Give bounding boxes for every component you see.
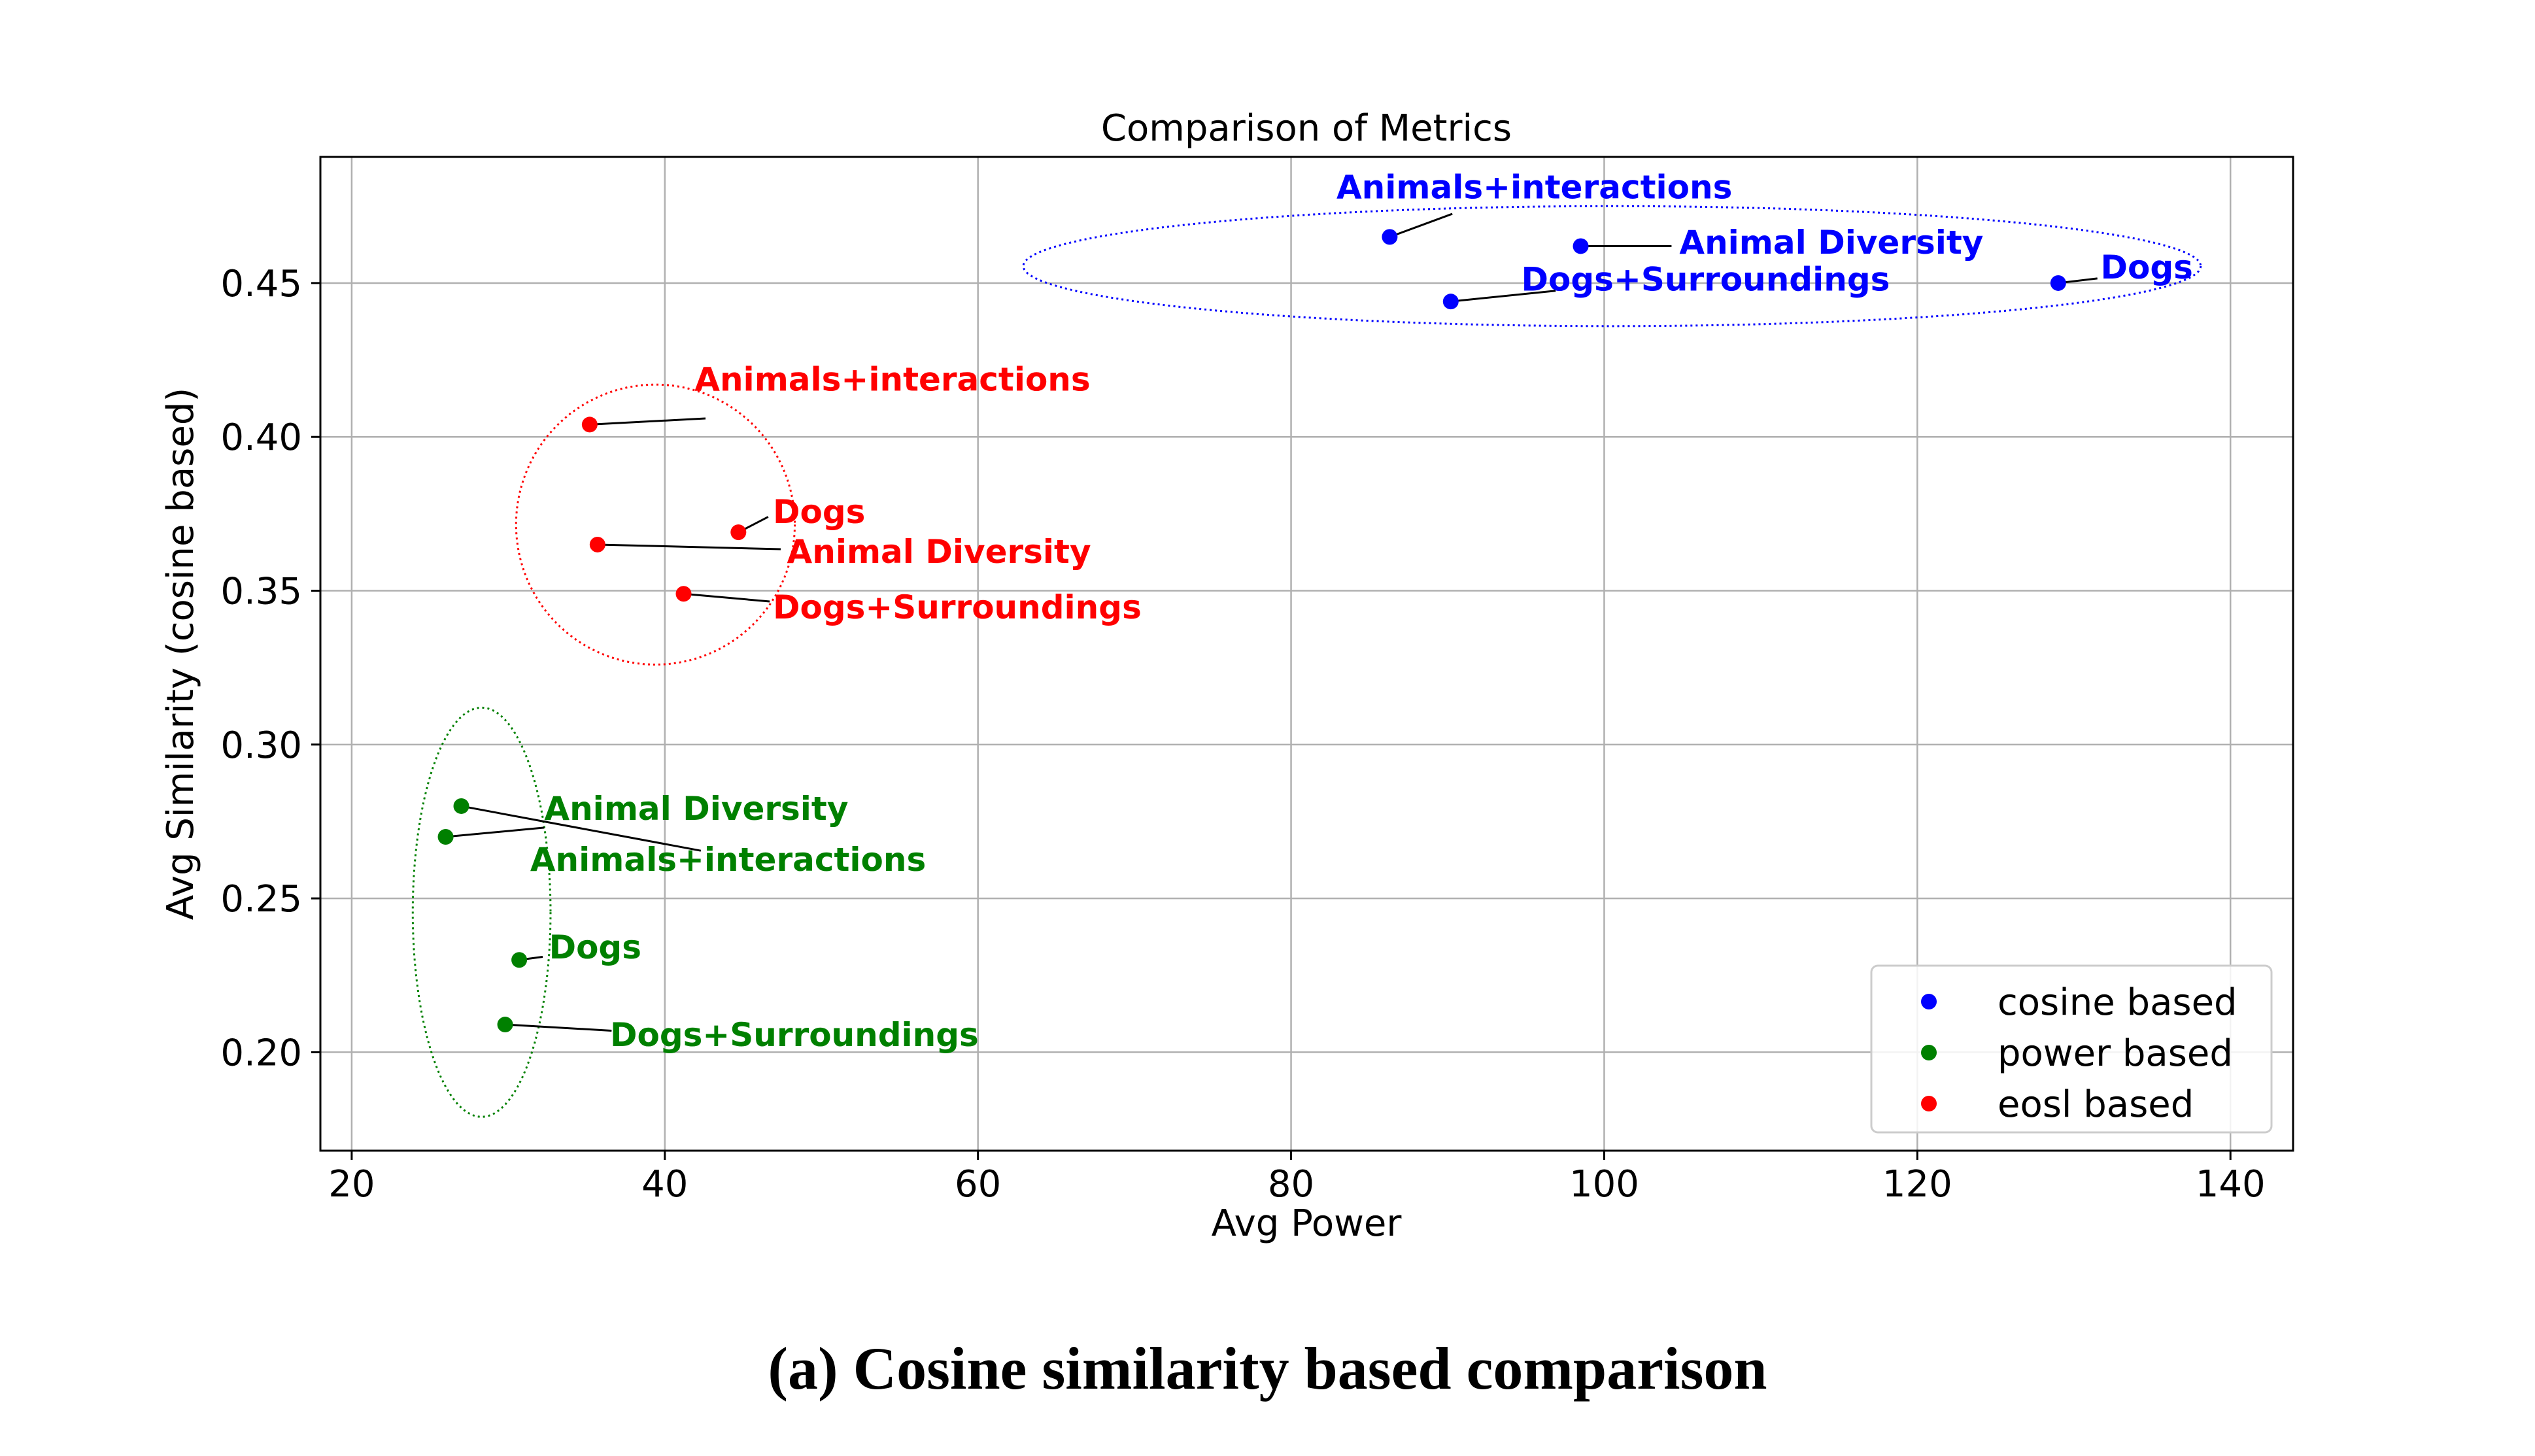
cluster-ellipse — [1022, 205, 2202, 328]
annotation-leader — [1450, 290, 1556, 303]
point-label: Animals+interactions — [694, 361, 1090, 399]
axis-ticks: 20 40 60 80 100 120 140 0.20 0.25 0.30 0.35 0.40 0.4… — [220, 263, 2265, 1206]
point-label: Animals+interactions — [530, 841, 926, 879]
data-point — [1573, 238, 1589, 254]
cluster-ellipse — [411, 706, 552, 1118]
point-label: Animal Diversity — [1679, 224, 1983, 262]
y-tick-label: 0.40 — [220, 416, 302, 459]
annotation-leader — [683, 592, 770, 603]
x-tick-label: 140 — [2196, 1163, 2266, 1206]
y-axis-label: Avg Similarity (cosine based) — [160, 388, 202, 920]
data-point — [589, 536, 605, 552]
data-point — [1442, 294, 1459, 310]
legend-entry-label: cosine based — [1998, 981, 2237, 1024]
x-tick-label: 80 — [1268, 1163, 1314, 1206]
cluster-ellipse — [515, 383, 796, 666]
data-point — [437, 829, 454, 845]
point-label: Animal Diversity — [787, 533, 1091, 571]
figure-caption: (a) Cosine similarity based comparison — [768, 1335, 1767, 1402]
legend-entry-label: power based — [1998, 1032, 2233, 1075]
y-tick-label: 0.45 — [220, 263, 302, 305]
data-point — [675, 586, 692, 602]
legend-entry-label: eosl based — [1998, 1083, 2194, 1126]
cluster-ellipses — [411, 205, 2202, 1118]
point-label: Animal Diversity — [544, 790, 848, 828]
legend: cosine based power based eosl based — [1870, 964, 2273, 1134]
y-tick-label: 0.20 — [220, 1032, 302, 1074]
annotation-leader — [445, 826, 545, 838]
plot-frame — [319, 156, 2294, 1152]
point-label: Dogs+Surroundings — [610, 1016, 979, 1054]
annotation-leader — [505, 1023, 612, 1032]
x-tick-label: 40 — [641, 1163, 688, 1206]
legend-marker — [1921, 1045, 1937, 1060]
point-label: Dogs+Surroundings — [1522, 261, 1890, 299]
data-points — [437, 229, 2066, 1033]
point-label: Dogs — [549, 928, 641, 966]
annotation-leader — [597, 543, 781, 550]
legend-marker — [1921, 994, 1937, 1009]
x-tick-label: 60 — [955, 1163, 1001, 1206]
data-point — [1382, 229, 1398, 245]
annotation-leader — [589, 417, 706, 426]
data-point — [511, 952, 528, 968]
point-label: Dogs+Surroundings — [773, 588, 1142, 626]
x-tick-label: 120 — [1882, 1163, 1952, 1206]
point-label: Dogs — [2100, 248, 2192, 286]
annotation-leader — [461, 805, 702, 852]
data-point — [453, 798, 469, 814]
data-point — [581, 416, 598, 433]
x-axis-label: Avg Power — [1212, 1202, 1403, 1245]
chart-title: Comparison of Metrics — [1101, 107, 1512, 150]
data-point — [497, 1017, 513, 1033]
data-point — [730, 524, 747, 541]
x-tick-label: 100 — [1569, 1163, 1639, 1206]
annotation-leaders — [445, 212, 2098, 1032]
legend-marker — [1921, 1096, 1937, 1111]
y-tick-label: 0.30 — [220, 724, 302, 767]
x-tick-label: 20 — [328, 1163, 375, 1206]
grid — [320, 157, 2293, 1151]
point-label: Animals+interactions — [1336, 169, 1732, 207]
y-tick-label: 0.35 — [220, 571, 302, 613]
y-tick-label: 0.25 — [220, 878, 302, 921]
legend-box — [1870, 964, 2273, 1134]
point-label: Dogs — [773, 493, 865, 531]
data-point — [2050, 275, 2066, 291]
annotation-leader — [1389, 212, 1453, 238]
